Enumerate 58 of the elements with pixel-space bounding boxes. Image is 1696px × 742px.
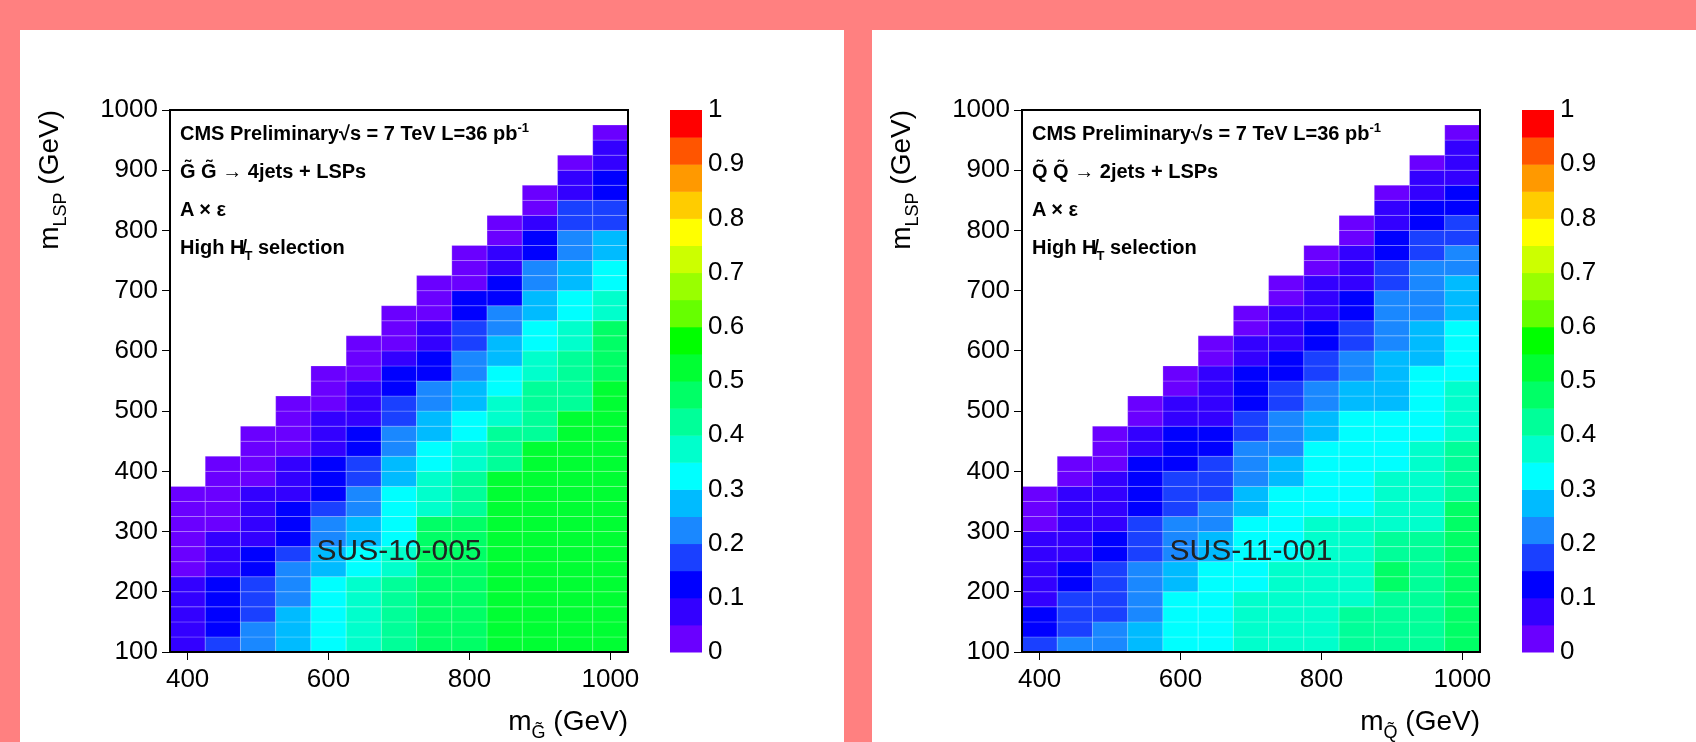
x-tick-label: 400	[165, 662, 210, 693]
y-tick-label: 1000	[952, 93, 1010, 124]
annotation: SUS-10-005	[316, 532, 482, 566]
y-tick-label: 900	[966, 153, 1010, 184]
x-tick-label: 1000	[1433, 662, 1492, 693]
color-bar-label: 0.3	[1560, 472, 1597, 503]
y-tick-label: 600	[966, 334, 1010, 365]
color-bar-label: 0.7	[708, 255, 745, 286]
color-bar-label: 0.7	[1560, 255, 1597, 286]
color-bar-label: 0.8	[1560, 201, 1597, 232]
color-bar-label: 0.6	[708, 309, 745, 340]
y-tick-label: 700	[966, 273, 1010, 304]
color-bar-label: 0	[708, 635, 723, 666]
y-tick-label: 100	[114, 635, 158, 666]
color-bar-label: 0.8	[708, 201, 745, 232]
x-tick-label: 400	[1017, 662, 1062, 693]
color-bar-label: 0.6	[1560, 309, 1597, 340]
color-bar-label: 0.9	[708, 147, 745, 178]
color-bar-label: 0.9	[1560, 147, 1597, 178]
y-tick-label: 500	[114, 394, 158, 425]
color-bar-label: 0.2	[1560, 526, 1597, 557]
y-tick-label: 400	[966, 454, 1010, 485]
y-tick-label: 600	[114, 334, 158, 365]
x-tick-label: 600	[1158, 662, 1203, 693]
y-tick-label: 300	[114, 514, 158, 545]
y-tick-label: 400	[114, 454, 158, 485]
y-tick-label: 900	[114, 153, 158, 184]
y-tick-label: 800	[114, 213, 158, 244]
annotation: Q̃ Q̃ → 2jets + LSPs	[1032, 159, 1219, 182]
y-tick-label: 700	[114, 273, 158, 304]
annotation: SUS-11-001	[1169, 532, 1333, 566]
annotation: A × ε	[180, 198, 227, 220]
y-axis-title: mLSP (GeV)	[885, 109, 923, 250]
color-bar-label: 0.3	[708, 472, 745, 503]
color-bar-label: 0.4	[1560, 418, 1597, 449]
color-bar-label: 1	[708, 93, 723, 124]
color-bar-label: 0.1	[1560, 580, 1597, 611]
x-tick-label: 800	[1299, 662, 1344, 693]
x-tick-label: 600	[306, 662, 351, 693]
y-tick-label: 300	[966, 514, 1010, 545]
y-axis-title: mLSP (GeV)	[33, 109, 71, 250]
x-tick-label: 800	[447, 662, 492, 693]
annotation: G̃ G̃ → 4jets + LSPs	[180, 159, 367, 182]
annotation: A × ε	[1032, 198, 1079, 220]
color-bar-label: 0.4	[708, 418, 745, 449]
y-tick-label: 200	[114, 574, 158, 605]
color-bar-label: 1	[1560, 93, 1575, 124]
y-tick-label: 500	[966, 394, 1010, 425]
color-bar-label: 0.5	[1560, 364, 1597, 395]
y-tick-label: 1000	[100, 93, 158, 124]
y-tick-label: 100	[966, 635, 1010, 666]
y-tick-label: 200	[966, 574, 1010, 605]
color-bar-label: 0.2	[708, 526, 745, 557]
color-bar-label: 0.1	[708, 580, 745, 611]
x-tick-label: 1000	[581, 662, 640, 693]
color-bar-label: 0.5	[708, 364, 745, 395]
color-bar-label: 0	[1560, 635, 1575, 666]
y-tick-label: 800	[966, 213, 1010, 244]
